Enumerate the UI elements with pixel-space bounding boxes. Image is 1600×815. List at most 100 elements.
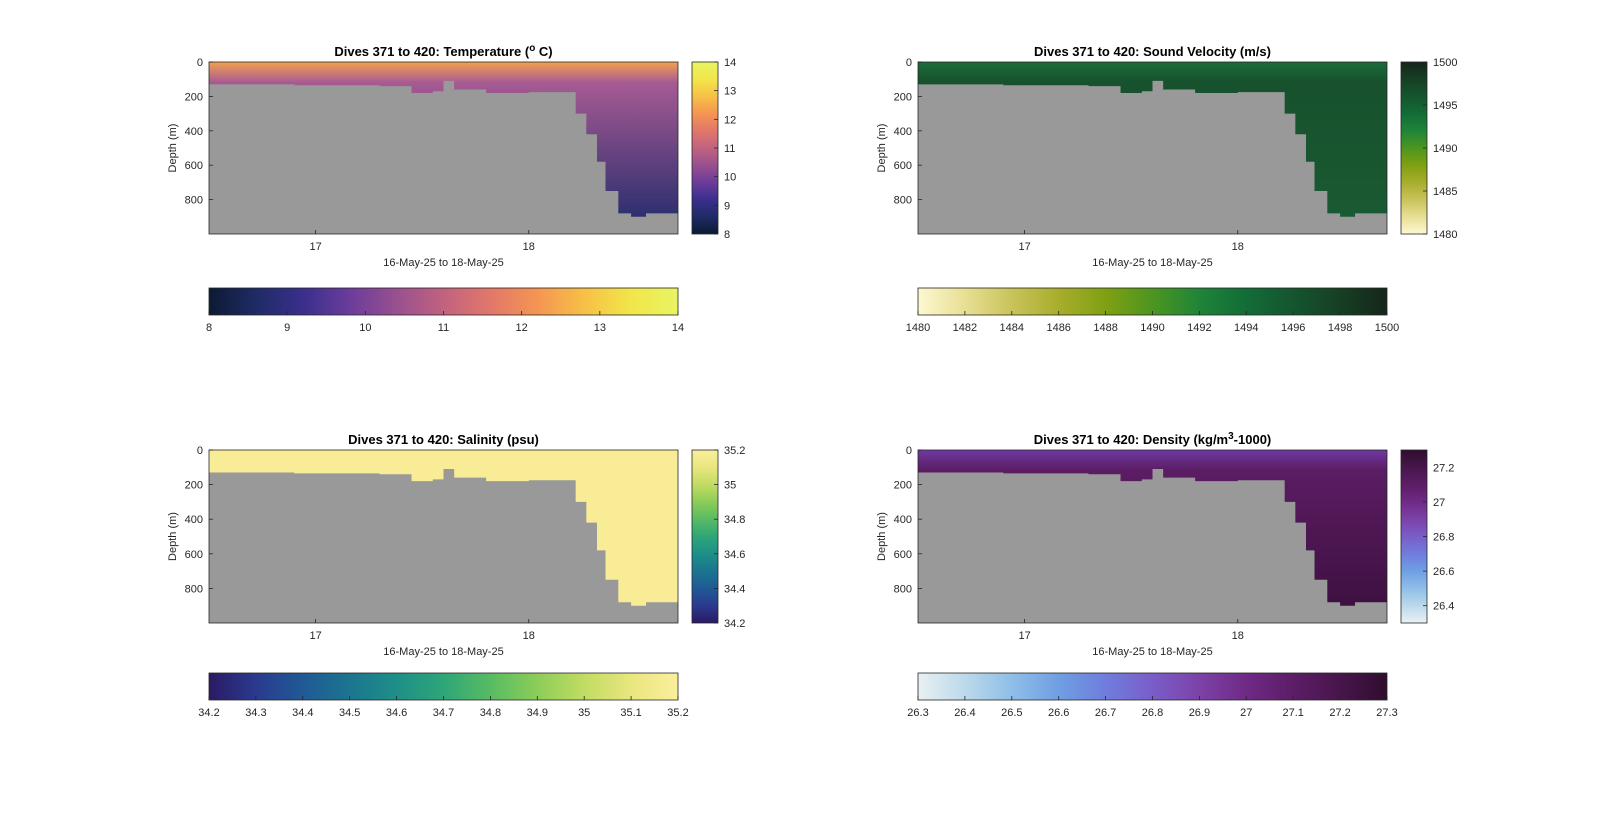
colorbar-tick-label: 35 [724,480,736,492]
chart-panel-density: 0 200 400 600 800 17 18 16-May-25 to 18-May-25 D… [876,431,1454,720]
hcolorbar-tick-label: 8 [206,322,212,334]
title-superscript: 3 [1228,431,1234,442]
colorbar-vertical [691,449,719,624]
hcolorbar-tick-label: 11 [438,322,449,334]
hcolorbar-tick-label: 14 [672,322,684,334]
y-tick-label: 400 [185,514,203,526]
hcolorbar-tick-label: 34.2 [198,707,219,719]
y-tick-label: 0 [197,57,203,69]
chart-panel-sound_velocity: 0 200 400 600 800 17 18 16-May-25 to 18-May-25 D… [876,44,1457,334]
x-tick-label: 17 [309,241,321,253]
colorbar-tick-label: 27 [1433,497,1445,509]
x-tick-label: 17 [1018,630,1030,642]
hcolorbar-tick-label: 27.1 [1282,707,1303,719]
axes-box [917,449,1388,624]
colorbar-tick-label: 34.4 [724,583,745,595]
hcolorbar-tick-label: 34.8 [480,707,501,719]
y-axis-label: Depth (m) [167,512,179,561]
y-tick-label: 400 [894,514,912,526]
hcolorbar-tick-label: 34.5 [339,707,360,719]
hcolorbar-tick-label: 27.3 [1376,707,1397,719]
hcolorbar-tick-label: 34.7 [433,707,454,719]
colorbar-tick-label: 26.4 [1433,601,1454,613]
hcolorbar-tick-label: 1484 [1000,322,1024,334]
hcolorbar-tick-label: 1492 [1187,322,1211,334]
chart-panel-salinity: 0 200 400 600 800 17 18 16-May-25 to 18-May-25 D… [167,432,745,719]
colorbar-vertical [691,61,719,235]
hcolorbar-tick-label: 27.2 [1329,707,1350,719]
x-tick-label: 17 [309,630,321,642]
hcolorbar-tick-label: 26.4 [954,707,975,719]
colorbar-tick-label: 1495 [1433,100,1457,112]
hcolorbar-tick-label: 12 [516,322,528,334]
y-tick-label: 400 [894,126,912,138]
hcolorbar-tick-label: 26.7 [1095,707,1116,719]
title-text: Dives 371 to 420: Temperature ( [334,44,530,59]
x-tick-label: 18 [1232,630,1244,642]
hcolorbar-tick-label: 1496 [1281,322,1305,334]
y-axis-label: Depth (m) [167,124,179,173]
x-axis-label: 16-May-25 to 18-May-25 [1092,646,1212,658]
colorbar-tick-label: 35.2 [724,445,745,457]
colorbar-horizontal [917,287,1388,316]
title-superscript: o [529,43,535,54]
x-axis-label: 16-May-25 to 18-May-25 [383,257,503,269]
hcolorbar-tick-label: 1480 [906,322,930,334]
seafloor [918,469,1387,623]
y-tick-label: 0 [197,445,203,457]
x-tick-label: 17 [1018,241,1030,253]
seafloor [209,80,678,234]
colorbar-tick-label: 8 [724,229,730,241]
y-tick-label: 200 [894,91,912,103]
x-tick-label: 18 [523,241,535,253]
colorbar-tick-label: 1480 [1433,229,1457,241]
colorbar-vertical [1400,61,1428,235]
x-axis-label: 16-May-25 to 18-May-25 [1092,257,1212,269]
colorbar-tick-label: 13 [724,86,736,98]
hcolorbar-tick-label: 9 [284,322,290,334]
colorbar-tick-label: 26.6 [1433,566,1454,578]
y-tick-label: 800 [185,195,203,207]
x-tick-label: 18 [523,630,535,642]
colorbar-tick-label: 34.8 [724,514,745,526]
colorbar-horizontal [208,287,679,316]
colorbar-horizontal [917,672,1388,701]
hcolorbar-tick-label: 1494 [1234,322,1258,334]
hcolorbar-tick-label: 34.3 [245,707,266,719]
colorbar-tick-label: 11 [724,143,735,155]
y-tick-label: 200 [185,480,203,492]
x-tick-label: 18 [1232,241,1244,253]
colorbar-tick-label: 9 [724,200,730,212]
y-axis-label: Depth (m) [876,512,888,561]
hcolorbar-tick-label: 1498 [1328,322,1352,334]
y-tick-label: 800 [894,583,912,595]
y-tick-label: 0 [906,57,912,69]
hcolorbar-tick-label: 1488 [1093,322,1117,334]
y-tick-label: 800 [185,583,203,595]
hcolorbar-tick-label: 1500 [1375,322,1399,334]
chart-title: Dives 371 to 420: Density (kg/m3-1000) [1034,431,1272,448]
title-text: -1000) [1234,432,1272,447]
y-axis-label: Depth (m) [876,124,888,173]
axes-box [917,61,1388,235]
y-tick-label: 600 [894,549,912,561]
x-axis-label: 16-May-25 to 18-May-25 [383,646,503,658]
y-tick-label: 800 [894,195,912,207]
hcolorbar-tick-label: 34.4 [292,707,313,719]
y-tick-label: 400 [185,126,203,138]
chart-title: Dives 371 to 420: Salinity (psu) [348,432,539,447]
colorbar-tick-label: 34.6 [724,549,745,561]
hcolorbar-tick-label: 26.3 [907,707,928,719]
colorbar-tick-label: 34.2 [724,618,745,630]
hcolorbar-tick-label: 35.1 [620,707,641,719]
hcolorbar-tick-label: 26.6 [1048,707,1069,719]
y-tick-label: 600 [185,160,203,172]
hcolorbar-tick-label: 27 [1240,707,1252,719]
hcolorbar-tick-label: 1490 [1140,322,1164,334]
colorbar-tick-label: 27.2 [1433,462,1454,474]
chart-title: Dives 371 to 420: Temperature (o C) [334,43,552,60]
seafloor [209,469,678,623]
hcolorbar-tick-label: 26.5 [1001,707,1022,719]
colorbar-tick-label: 10 [724,172,736,184]
